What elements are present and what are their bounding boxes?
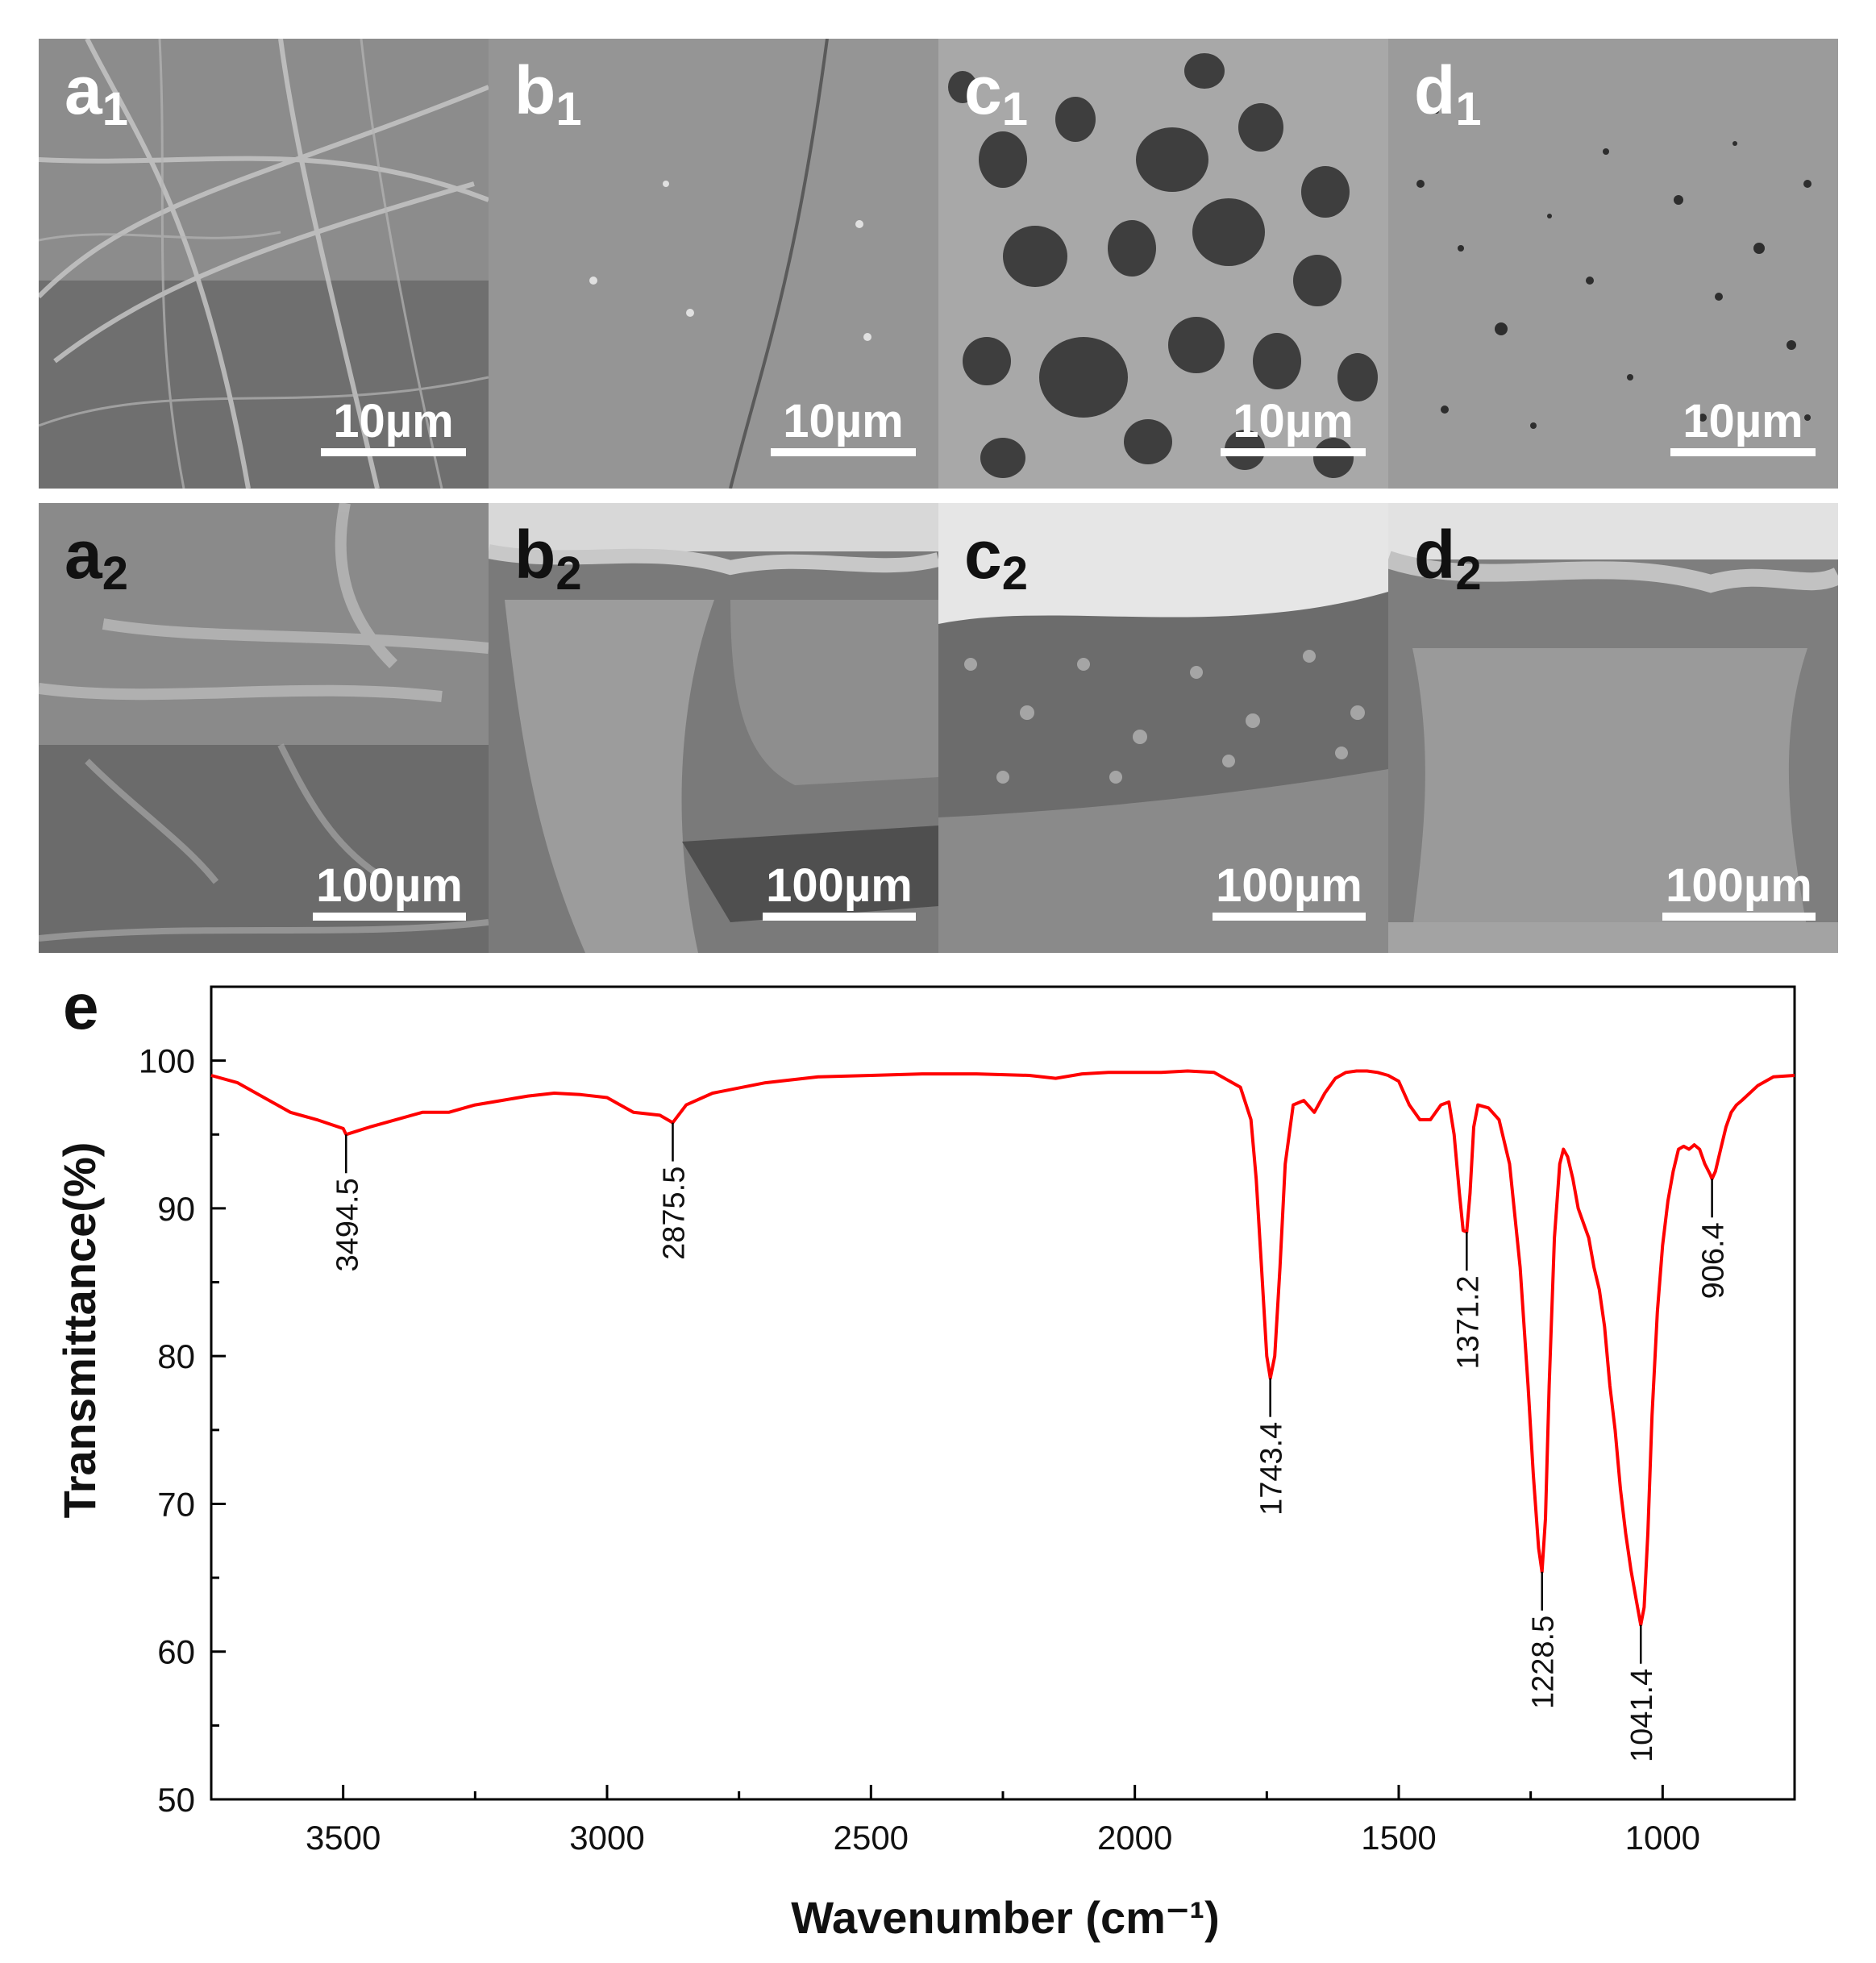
panel-label-d1: d1 (1414, 52, 1482, 135)
scale-bar-label: 10µm (1233, 395, 1354, 447)
y-tick-label: 60 (157, 1633, 195, 1671)
scale-bar-b1: 10µm (771, 398, 916, 456)
scale-bar-b2: 100µm (763, 863, 916, 921)
y-axis-label: Transmittance(%) (54, 1142, 105, 1519)
peak-label: 1041.4 (1625, 1669, 1659, 1762)
sem-panel-c2: c2 100µm (938, 503, 1388, 953)
peak-label: 2875.5 (658, 1167, 692, 1260)
chart-axes: 3500 3000 2500 2000 1500 1000 50 60 70 80 90 100 (139, 985, 1796, 1857)
scale-bar-label: 100µm (1666, 859, 1812, 912)
spectrum-line (210, 1069, 1795, 1627)
scale-bar-d1: 10µm (1670, 398, 1816, 456)
scale-bar-label: 10µm (333, 395, 454, 447)
panel-label-b2: b2 (514, 517, 582, 600)
sem-panel-a2: a2 100µm (39, 503, 489, 953)
x-axis-label: Wavenumber (cm⁻¹) (791, 1892, 1220, 1943)
y-tick-label: 70 (157, 1485, 195, 1523)
chart-plot-area (210, 1069, 1795, 1627)
sem-panel-b1: b1 10µm (489, 39, 938, 489)
x-tick-label: 1500 (1361, 1819, 1436, 1857)
peak-label: 906.4 (1697, 1222, 1731, 1299)
scale-bar-a2: 100µm (313, 863, 466, 921)
sem-image-d2 (1388, 503, 1838, 953)
sem-panel-d2: d2 100µm (1388, 503, 1838, 953)
peak-annotations: 3494.5 2875.5 1743.4 1371.2 1228.5 1041.4 906.… (331, 1122, 1731, 1762)
sem-image-c1 (938, 39, 1388, 489)
sem-image-b2 (489, 503, 938, 953)
scale-bar-label: 10µm (1683, 395, 1803, 447)
panel-label-d2: d2 (1414, 517, 1482, 600)
x-tick-label: 3500 (306, 1819, 381, 1857)
sem-image-a2 (39, 503, 489, 953)
scale-bar-label: 100µm (1216, 859, 1362, 912)
scale-bar-label: 100µm (766, 859, 913, 912)
sem-panel-b2: b2 100µm (489, 503, 938, 953)
sem-image-c2 (938, 503, 1388, 953)
peak-label: 1743.4 (1255, 1422, 1289, 1516)
x-tick-label: 3000 (569, 1819, 644, 1857)
peak-label: 1228.5 (1527, 1616, 1561, 1709)
scale-bar-label: 100µm (316, 859, 463, 912)
sem-image-d1 (1388, 39, 1838, 489)
peak-label: 3494.5 (331, 1178, 364, 1271)
sem-panel-a1: a1 10µm (39, 39, 489, 489)
sem-image-a1 (39, 39, 489, 489)
scale-bar-c1: 10µm (1221, 398, 1366, 456)
y-tick-label: 100 (139, 1042, 195, 1080)
y-tick-label: 50 (157, 1781, 195, 1819)
scale-bar-c2: 100µm (1213, 863, 1366, 921)
panel-label-c2: c2 (964, 517, 1028, 600)
ftir-chart: e 3500 3000 2500 2000 1500 10005060708090100 … (54, 971, 1796, 1943)
panel-label-c1: c1 (964, 52, 1028, 135)
panel-label-a1: a1 (64, 52, 128, 135)
sem-panel-d1: d1 10µm (1388, 39, 1838, 489)
panel-label-e: e (63, 971, 99, 1042)
scale-bar-d2: 100µm (1662, 863, 1816, 921)
y-tick-label: 80 (157, 1337, 195, 1375)
scale-bar-label: 10µm (783, 395, 904, 447)
x-tick-label: 2000 (1097, 1819, 1172, 1857)
panel-label-a2: a2 (64, 517, 128, 600)
scale-bar-a1: 10µm (321, 398, 466, 456)
y-tick-label: 90 (157, 1190, 195, 1228)
x-tick-label: 1000 (1625, 1819, 1700, 1857)
panel-label-b1: b1 (514, 52, 582, 135)
sem-image-b1 (489, 39, 938, 489)
sem-panel-c1: c1 10µm (938, 39, 1388, 489)
peak-label: 1371.2 (1451, 1275, 1485, 1369)
x-tick-label: 2500 (834, 1819, 909, 1857)
